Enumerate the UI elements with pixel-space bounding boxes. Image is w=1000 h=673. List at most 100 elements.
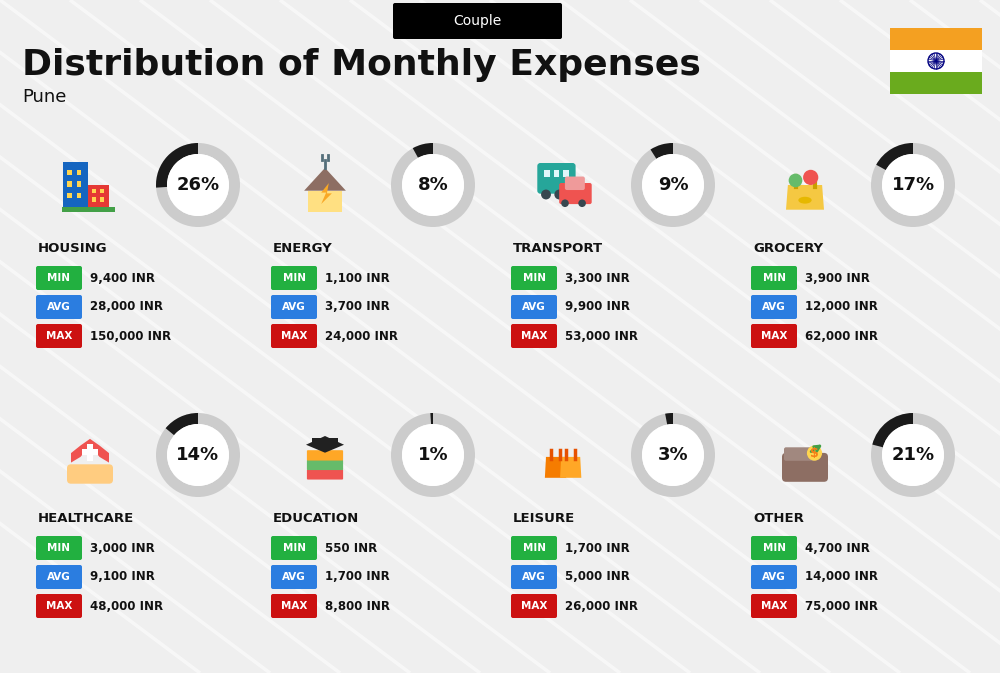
- Text: 26,000 INR: 26,000 INR: [565, 600, 638, 612]
- FancyBboxPatch shape: [565, 176, 585, 190]
- Text: 1,700 INR: 1,700 INR: [565, 542, 630, 555]
- Circle shape: [167, 424, 229, 486]
- Bar: [312, 438, 338, 445]
- Text: AVG: AVG: [522, 572, 546, 582]
- Text: 17%: 17%: [891, 176, 935, 194]
- Text: MAX: MAX: [521, 331, 547, 341]
- FancyBboxPatch shape: [511, 295, 557, 319]
- Text: 1,700 INR: 1,700 INR: [325, 571, 390, 583]
- Wedge shape: [876, 143, 913, 170]
- Text: 3%: 3%: [658, 446, 688, 464]
- FancyBboxPatch shape: [36, 324, 82, 348]
- Text: 62,000 INR: 62,000 INR: [805, 330, 878, 343]
- Ellipse shape: [798, 197, 812, 204]
- Text: Couple: Couple: [453, 14, 502, 28]
- Text: 24,000 INR: 24,000 INR: [325, 330, 398, 343]
- Bar: [77, 181, 81, 186]
- FancyBboxPatch shape: [751, 536, 797, 560]
- FancyBboxPatch shape: [751, 295, 797, 319]
- Text: TRANSPORT: TRANSPORT: [513, 242, 603, 255]
- FancyBboxPatch shape: [511, 565, 557, 589]
- Text: 9,400 INR: 9,400 INR: [90, 271, 155, 285]
- Text: MIN: MIN: [48, 543, 70, 553]
- Bar: [82, 450, 98, 455]
- FancyBboxPatch shape: [511, 536, 557, 560]
- Text: 21%: 21%: [891, 446, 935, 464]
- Text: 1,100 INR: 1,100 INR: [325, 271, 390, 285]
- Bar: [63, 162, 88, 208]
- Text: 9,900 INR: 9,900 INR: [565, 301, 630, 314]
- FancyBboxPatch shape: [751, 324, 797, 348]
- Text: MAX: MAX: [46, 601, 72, 611]
- Text: HOUSING: HOUSING: [38, 242, 108, 255]
- Text: EDUCATION: EDUCATION: [273, 512, 359, 525]
- Polygon shape: [304, 168, 346, 190]
- Bar: [890, 28, 982, 50]
- Text: 9,100 INR: 9,100 INR: [90, 571, 155, 583]
- Wedge shape: [156, 143, 240, 227]
- Text: MIN: MIN: [283, 543, 306, 553]
- Text: 28,000 INR: 28,000 INR: [90, 301, 163, 314]
- Text: AVG: AVG: [762, 572, 786, 582]
- FancyBboxPatch shape: [393, 3, 562, 39]
- Wedge shape: [871, 143, 955, 227]
- FancyBboxPatch shape: [307, 450, 343, 460]
- Bar: [92, 189, 96, 193]
- FancyBboxPatch shape: [559, 183, 592, 204]
- Text: 550 INR: 550 INR: [325, 542, 377, 555]
- Circle shape: [807, 446, 822, 461]
- FancyBboxPatch shape: [511, 324, 557, 348]
- Text: MIN: MIN: [763, 273, 786, 283]
- Wedge shape: [413, 143, 433, 158]
- Text: 1%: 1%: [418, 446, 448, 464]
- Text: 3,700 INR: 3,700 INR: [325, 301, 390, 314]
- Wedge shape: [166, 413, 198, 435]
- Text: MIN: MIN: [522, 543, 546, 553]
- Text: MAX: MAX: [521, 601, 547, 611]
- FancyBboxPatch shape: [271, 536, 317, 560]
- Wedge shape: [631, 143, 715, 227]
- Circle shape: [554, 190, 564, 199]
- Text: 5,000 INR: 5,000 INR: [565, 571, 630, 583]
- Text: MAX: MAX: [46, 331, 72, 341]
- Bar: [77, 170, 81, 175]
- Circle shape: [561, 199, 569, 207]
- Text: HEALTHCARE: HEALTHCARE: [38, 512, 134, 525]
- Bar: [890, 72, 982, 94]
- Wedge shape: [631, 413, 715, 497]
- Text: 14%: 14%: [176, 446, 220, 464]
- Text: MAX: MAX: [761, 331, 787, 341]
- Text: 3,000 INR: 3,000 INR: [90, 542, 155, 555]
- Text: 4,700 INR: 4,700 INR: [805, 542, 870, 555]
- FancyBboxPatch shape: [271, 266, 317, 290]
- Polygon shape: [545, 457, 566, 478]
- FancyBboxPatch shape: [36, 536, 82, 560]
- Text: MIN: MIN: [48, 273, 70, 283]
- Text: 26%: 26%: [176, 176, 220, 194]
- Text: AVG: AVG: [282, 302, 306, 312]
- Text: GROCERY: GROCERY: [753, 242, 823, 255]
- Text: AVG: AVG: [47, 572, 71, 582]
- Text: 150,000 INR: 150,000 INR: [90, 330, 171, 343]
- Polygon shape: [560, 457, 581, 478]
- FancyBboxPatch shape: [784, 448, 816, 461]
- FancyBboxPatch shape: [36, 266, 82, 290]
- Wedge shape: [156, 413, 240, 497]
- Text: AVG: AVG: [762, 302, 786, 312]
- Wedge shape: [156, 143, 198, 188]
- Text: AVG: AVG: [282, 572, 306, 582]
- FancyBboxPatch shape: [271, 324, 317, 348]
- FancyBboxPatch shape: [36, 295, 82, 319]
- Wedge shape: [391, 143, 475, 227]
- Bar: [554, 170, 559, 178]
- Circle shape: [642, 424, 704, 486]
- Circle shape: [642, 154, 704, 216]
- FancyBboxPatch shape: [307, 469, 343, 480]
- FancyBboxPatch shape: [271, 594, 317, 618]
- Text: Pune: Pune: [22, 88, 66, 106]
- Text: 48,000 INR: 48,000 INR: [90, 600, 163, 612]
- Text: MAX: MAX: [281, 601, 307, 611]
- Bar: [544, 170, 550, 178]
- Text: 8,800 INR: 8,800 INR: [325, 600, 390, 612]
- Bar: [67, 192, 72, 198]
